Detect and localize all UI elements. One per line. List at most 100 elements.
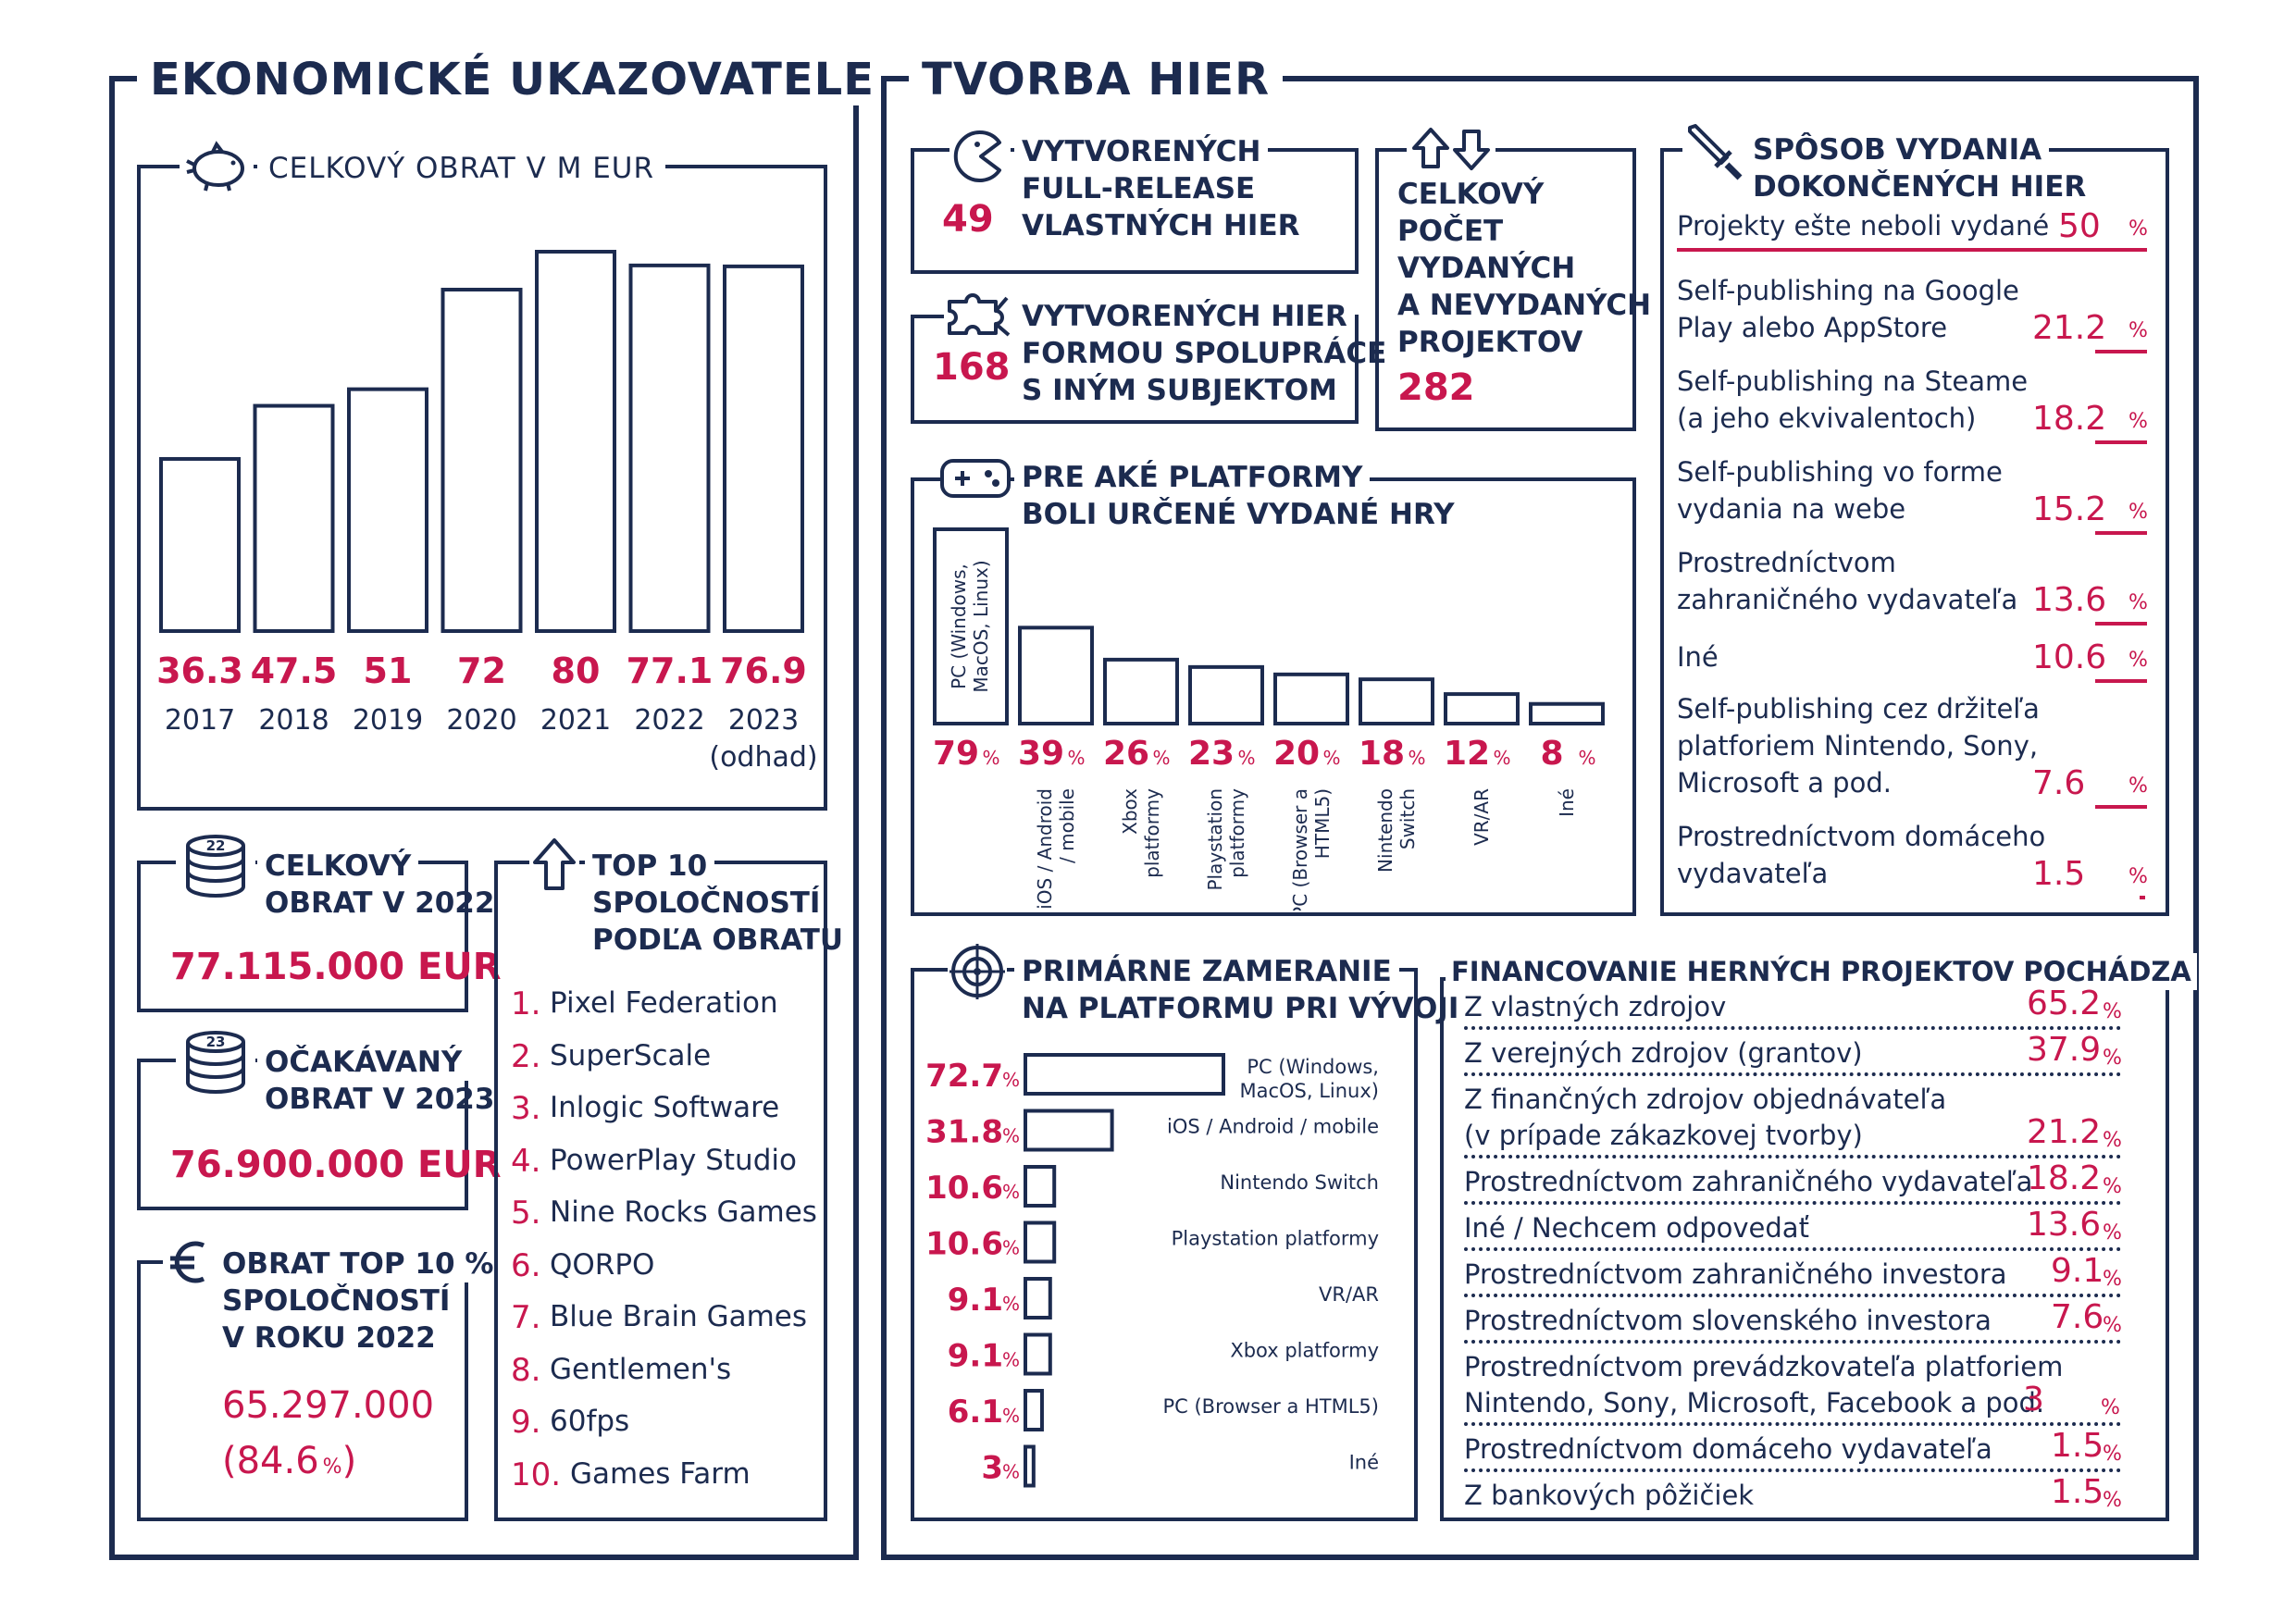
revenue-year-label: 2018: [258, 704, 329, 737]
top10-revenue-title-line2: SPOLOČNOSTÍ: [222, 1284, 451, 1318]
focus-category-label: PC (Windows,: [1247, 1056, 1379, 1078]
arrow-up-icon: [529, 835, 579, 894]
top10-company-name: Pixel Federation: [550, 986, 778, 1020]
publishing-value: 15.2: [2032, 490, 2107, 528]
platform-category-label: Iné: [1556, 788, 1578, 817]
top10-company-name: 60fps: [550, 1405, 630, 1438]
publishing-value: 1.5: [2032, 855, 2086, 893]
publishing-label: Projekty ešte neboli vydané: [1677, 210, 2050, 242]
revenue-bar: [253, 403, 335, 633]
focus-category-label: Xbox platformy: [1230, 1340, 1379, 1362]
platform-category-label: Nintendo: [1374, 788, 1396, 873]
platform-category-label: PC (Browser a: [1289, 788, 1311, 911]
financing-value: 7.6: [2051, 1298, 2104, 1336]
coin-badge-2023: 23: [206, 1034, 226, 1050]
focus-unit-label: %: [1002, 1461, 1020, 1483]
publishing-underline: [2095, 805, 2147, 809]
total-projects-title-line3: VYDANÝCH: [1397, 252, 1576, 285]
revenue-estimate-note: (odhad): [709, 741, 817, 774]
top10-company-name: SuperScale: [550, 1038, 712, 1072]
financing-value: 65.2: [2027, 985, 2102, 1022]
publishing-unit: %: [2128, 774, 2148, 798]
focus-unit-label: %: [1002, 1069, 1020, 1091]
publishing-label: platforiem Nintendo, Sony,: [1677, 730, 2039, 762]
total-projects-title-line5: PROJEKTOV: [1397, 326, 1583, 359]
platform-unit-label: %: [1237, 747, 1255, 769]
publishing-label: (a jeho ekvivalentoch): [1677, 403, 1977, 434]
fullrelease-title-line2: FULL-RELEASE: [1022, 172, 1256, 205]
focus-category-label: Iné: [1349, 1452, 1379, 1474]
focus-bar: [1024, 1220, 1057, 1264]
publishing-label: Self-publishing cez držiteľa: [1677, 693, 2040, 725]
financing-label: Nintendo, Sony, Microsoft, Facebook a po…: [1464, 1387, 2045, 1419]
euro-icon: [163, 1236, 215, 1288]
financing-divider: [1464, 1247, 2121, 1251]
publishing-value: 10.6: [2032, 638, 2107, 676]
focus-category-label: Playstation platformy: [1172, 1228, 1379, 1250]
financing-unit: %: [2103, 1268, 2122, 1291]
focus-bar-chart: 72.7% PC (Windows,MacOS, Linux) 31.8% iOS /…: [925, 1053, 1379, 1488]
coop-value: 168: [933, 346, 1011, 389]
top10-rank: 2.: [511, 1037, 541, 1075]
piggy-bank-icon: [180, 139, 254, 194]
publishing-label: Microsoft a pod.: [1677, 767, 1892, 799]
coin-badge-2022: 22: [206, 837, 226, 854]
focus-category-label: PC (Browser a HTML5): [1162, 1395, 1379, 1418]
publishing-unit: %: [2128, 865, 2148, 888]
focus-value-label: 9.1: [948, 1282, 1003, 1319]
total-projects-title-line1: CELKOVÝ: [1397, 178, 1545, 211]
focus-value-label: 3: [981, 1450, 1003, 1487]
financing-label: Iné / Nechcem odpovedať: [1464, 1212, 1809, 1244]
publishing-underline: [1677, 248, 2147, 252]
focus-unit-label: %: [1002, 1125, 1020, 1147]
platform-category-label: platformy: [1141, 788, 1163, 878]
financing-divider: [1464, 1201, 2121, 1205]
publishing-title-line2: DOKONČENÝCH HIER: [1753, 170, 2087, 204]
financing-divider: [1464, 1026, 2121, 1030]
publishing-underline: [2095, 440, 2147, 444]
publishing-label: Play alebo AppStore: [1677, 312, 1948, 343]
publishing-unit: %: [2128, 649, 2148, 672]
publishing-value: 21.2: [2032, 309, 2107, 347]
revenue-year-label: 2021: [540, 704, 611, 737]
economic-indicators-title: EKONOMICKÉ UKAZOVATELE: [137, 54, 888, 105]
platform-unit-label: %: [1578, 747, 1595, 769]
focus-unit-label: %: [1002, 1293, 1020, 1315]
revenue-year-label: 2019: [353, 704, 423, 737]
publishing-value: 13.6: [2032, 581, 2107, 619]
top10-revenue-title-line3: V ROKU 2022: [222, 1321, 436, 1355]
focus-value-label: 72.7: [925, 1058, 1003, 1095]
total-projects-value: 282: [1397, 366, 1475, 409]
focus-category-label: Nintendo Switch: [1220, 1171, 1379, 1194]
top10-company-name: Gentlemen's: [550, 1352, 732, 1386]
puzzle-icon: [944, 289, 1016, 341]
sword-icon: [1682, 120, 1747, 185]
publishing-underline: [2095, 531, 2147, 535]
platform-category-label: VR/AR: [1471, 788, 1493, 846]
financing-label: Prostredníctvom prevádzkovateľa platfori…: [1464, 1351, 2064, 1382]
financing-unit: %: [2103, 1000, 2122, 1023]
financing-unit: %: [2103, 1047, 2122, 1070]
focus-title-line1: PRIMÁRNE ZAMERANIE: [1014, 953, 1399, 990]
top10-companies-title-line1: TOP 10: [585, 848, 715, 885]
focus-unit-label: %: [1002, 1405, 1020, 1427]
financing-value: 3: [2023, 1381, 2044, 1419]
top10-companies-title-line2: SPOLOČNOSTÍ: [592, 886, 821, 920]
total-projects-title-line2: POČET: [1397, 215, 1504, 248]
platform-unit-label: %: [982, 747, 999, 769]
revenue-bar-chart: 36.3 2017 47.5 2018 51 2019 72 2020 80 2021 77.1 20…: [156, 250, 818, 774]
platform-unit-label: %: [1493, 747, 1510, 769]
top10-revenue-title-line1: OBRAT TOP 10 %: [215, 1245, 502, 1282]
focus-bar: [1024, 1389, 1044, 1431]
revenue-value-label: 36.3: [156, 650, 243, 691]
focus-value-label: 10.6: [925, 1170, 1003, 1207]
up-down-arrows-icon: [1407, 124, 1496, 174]
financing-value: 1.5: [2051, 1427, 2104, 1465]
revenue-year-label: 2020: [446, 704, 516, 737]
gamepad-icon: [940, 453, 1011, 502]
focus-value-label: 10.6: [925, 1226, 1003, 1263]
top10-companies-box: [494, 861, 827, 1521]
platform-value-label: 79: [933, 735, 979, 773]
top10-company-name: Nine Rocks Games: [550, 1196, 817, 1229]
focus-category-label: VR/AR: [1319, 1283, 1379, 1306]
